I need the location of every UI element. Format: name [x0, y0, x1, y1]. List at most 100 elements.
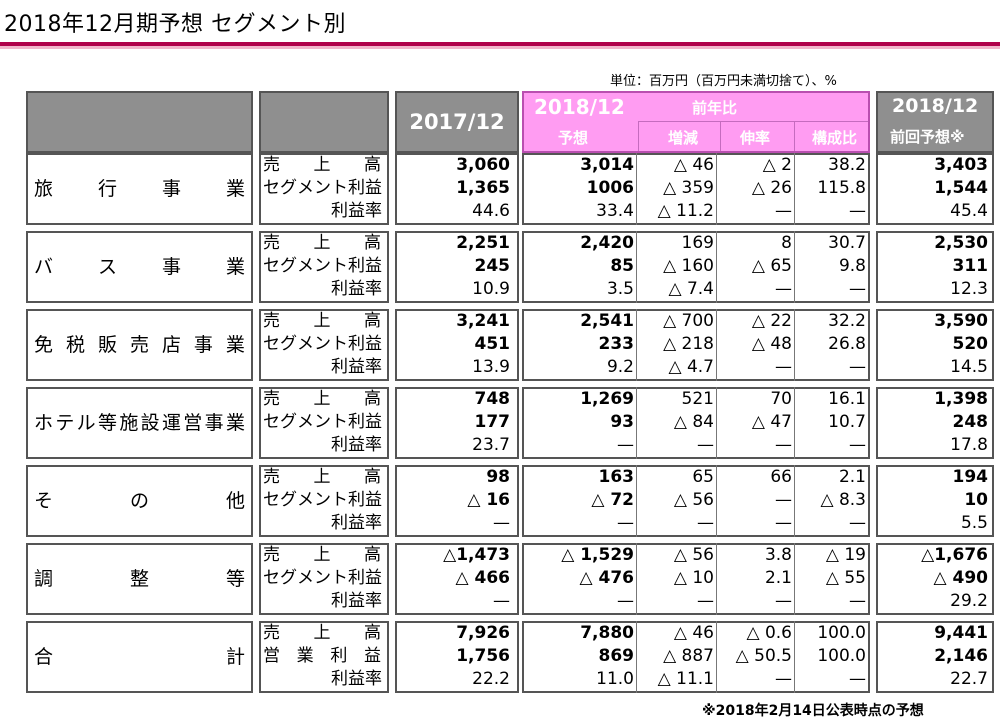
column-divider [794, 231, 795, 303]
cell-pf: 3,590 [934, 311, 988, 331]
cell-shr: — [849, 591, 866, 611]
segment-pf-box [876, 387, 994, 459]
cell-grw: △ 22 [751, 311, 792, 331]
column-divider [636, 621, 637, 693]
row-label-text: 高 [364, 545, 381, 565]
segment-name-char: 事 [193, 334, 213, 356]
cell-shr: — [849, 357, 866, 377]
cell-pf: 22.7 [950, 669, 988, 689]
cell-fcst: △ 476 [579, 568, 634, 588]
row-label-text: セグメント利益 [263, 178, 382, 198]
cell-fcst: 3,014 [580, 155, 634, 175]
header-divider-3 [794, 121, 795, 151]
row-label: 売上高 [263, 232, 381, 255]
column-divider [636, 309, 637, 381]
segment-prev-box [395, 231, 519, 303]
cell-shr: 10.7 [828, 412, 866, 432]
segment-name-char: 税 [65, 334, 85, 356]
cell-fcst: 93 [610, 412, 634, 432]
segment-pf-box [876, 543, 994, 615]
cell-pf: 1,398 [934, 389, 988, 409]
segment-name-char: 業 [225, 178, 245, 200]
header-prev-forecast-label: 前回予想※ [890, 128, 965, 146]
segment-name-box [26, 387, 253, 459]
row-label: 売上高 [263, 622, 381, 645]
cell-grw: — [775, 279, 792, 299]
cell-chg: △ 7.4 [668, 279, 714, 299]
cell-pf: 3,403 [934, 155, 988, 175]
cell-grw: 2.1 [764, 568, 792, 588]
header-divider-2 [720, 121, 721, 151]
cell-grw: 8 [781, 233, 792, 253]
cell-pf: 2,146 [934, 646, 988, 666]
cell-prev: — [493, 591, 510, 611]
row-label: セグメント利益 [263, 567, 382, 590]
row-label-text: 上 [313, 623, 331, 643]
segment-pf-box [876, 621, 994, 693]
segment-name: 旅行事業 [34, 176, 245, 202]
row-label-text: 高 [364, 389, 381, 409]
column-divider [716, 153, 717, 225]
segment-name-char: 販 [97, 334, 117, 356]
cell-prev: 1,756 [456, 646, 510, 666]
cell-grw: — [775, 669, 792, 689]
cell-chg: 169 [681, 233, 714, 253]
cell-grw: △ 65 [751, 256, 792, 276]
cell-chg: △ 46 [673, 623, 714, 643]
cell-fcst: 33.4 [596, 201, 634, 221]
cell-shr: 100.0 [817, 646, 866, 666]
cell-shr: — [849, 279, 866, 299]
page-title: 2018年12月期予想 セグメント別 [4, 12, 346, 37]
header-blank-segment [26, 91, 253, 153]
segment-name-char: ホ [34, 412, 54, 434]
segment-name-char: テ [55, 412, 75, 434]
segment-name-char: そ [34, 490, 54, 512]
cell-shr: 32.2 [828, 311, 866, 331]
segment-label-box [259, 231, 389, 303]
row-label-text: 高 [364, 467, 381, 487]
segment-name-char: バ [34, 256, 54, 278]
cell-chg: △ 84 [673, 412, 714, 432]
row-label-text: 利益率 [331, 357, 382, 377]
row-label-text: 高 [364, 233, 381, 253]
cell-prev: 3,241 [456, 311, 510, 331]
cell-chg: △ 56 [673, 545, 714, 565]
cell-prev: △ 16 [467, 490, 510, 510]
row-label: 売上高 [263, 388, 381, 411]
segment-name-char: 他 [225, 490, 245, 512]
row-label-text: 上 [313, 389, 331, 409]
segment-name-char: 店 [161, 334, 181, 356]
row-label-text: 上 [313, 467, 331, 487]
segment-name-char: 業 [225, 412, 245, 434]
column-divider [716, 465, 717, 537]
segment-pf-box [876, 465, 994, 537]
cell-grw: △ 0.6 [746, 623, 792, 643]
column-divider [794, 309, 795, 381]
title-underline [0, 42, 1000, 46]
cell-prev: 22.2 [472, 669, 510, 689]
segment-cur-box [522, 309, 870, 381]
unit-note: 単位：百万円（百万円未満切捨て）、% [610, 74, 837, 89]
segment-name-char: 行 [97, 178, 117, 200]
row-label-text: 売 [263, 389, 280, 409]
footnote: ※2018年2月14日公表時点の予想 [702, 703, 924, 719]
segment-name-box [26, 309, 253, 381]
cell-prev: — [493, 513, 510, 533]
cell-grw: — [775, 435, 792, 455]
cell-shr: — [849, 669, 866, 689]
row-label-text: 利益率 [331, 513, 382, 533]
cell-grw: 66 [770, 467, 792, 487]
segment-prev-box [395, 543, 519, 615]
segment-prev-box [395, 621, 519, 693]
column-divider [794, 621, 795, 693]
row-label-text: 高 [364, 623, 381, 643]
header-prev-year: 2017/12 [395, 91, 519, 153]
segment-name-box [26, 465, 253, 537]
header-current-block: 2018/12 前年比 予想 増減 伸率 構成比 [522, 91, 870, 153]
header-yoy: 前年比 [692, 99, 738, 117]
cell-prev: △ 466 [455, 568, 510, 588]
cell-shr: △ 19 [825, 545, 866, 565]
segment-prev-box [395, 309, 519, 381]
cell-chg: △ 11.1 [657, 669, 714, 689]
row-label-text: 高 [364, 155, 381, 175]
